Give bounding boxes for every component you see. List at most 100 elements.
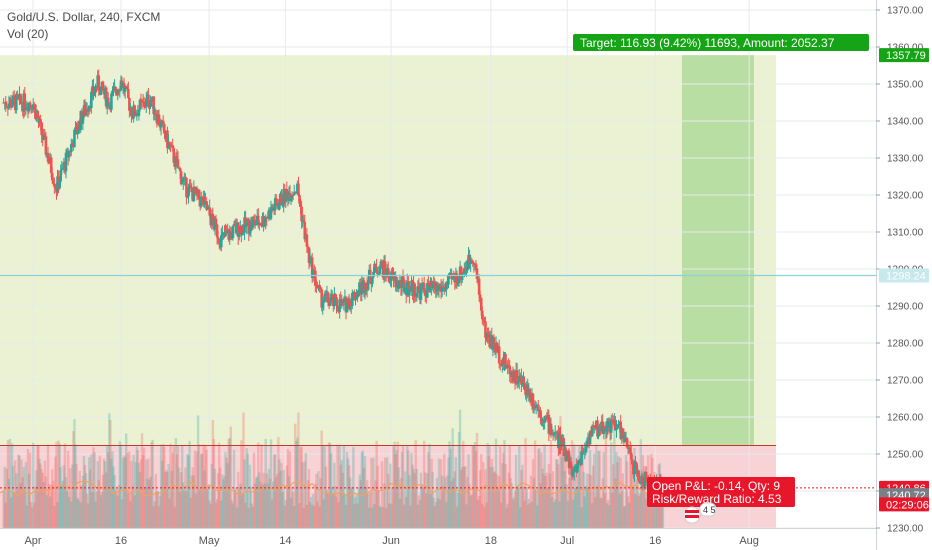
candle-body [231,225,235,239]
candle-body [220,235,223,248]
candle-body [265,217,269,219]
candle-body [264,217,267,223]
candle-body [543,416,546,423]
volume-bar [131,486,134,528]
volume-bar [566,500,570,528]
volume-bar [567,477,571,528]
symbol-title[interactable]: Gold/U.S. Dollar, 240, FXCM [7,10,161,24]
volume-bar [325,489,329,528]
candle-body [162,123,166,134]
volume-bar [349,477,352,528]
volume-bar [35,470,38,528]
volume-bar [495,474,499,528]
volume-bar [533,440,537,528]
volume-bar [178,491,182,528]
volume-bar [284,499,287,528]
candle-body [43,134,47,137]
candle-body [565,459,569,461]
volume-bar [353,503,356,528]
volume-ma-line [0,480,691,498]
volume-bar [137,463,141,528]
volume-bar [536,505,539,528]
volume-bar [468,484,471,528]
volume-bar [377,490,380,528]
volume-bar [527,498,530,528]
volume-bar [260,444,263,528]
volume-bar [511,499,515,528]
volume-bar [148,479,151,528]
candle-body [143,106,147,108]
volume-bar [627,502,631,528]
candle-body [310,257,314,278]
volume-bar [609,442,613,528]
volume-bar [437,458,441,528]
y-tick-label: 1350.00 [887,80,924,91]
volume-bar [72,431,75,528]
candle-body [111,90,114,94]
candle-body [54,186,57,188]
candle-body [86,111,90,113]
volume-bar [187,455,190,528]
volume-bar [507,472,510,528]
volume-bar [286,449,290,528]
candle-body [94,86,97,93]
volume-bar [559,416,562,528]
volume-bar [542,473,545,528]
volume-bar [544,476,547,528]
volume-bar [632,488,635,528]
candle-body [216,237,220,240]
candle-body [609,419,613,433]
volume-bar [188,440,191,528]
volume-bar [645,493,649,528]
candle-body [536,404,540,412]
candle-body [215,224,219,238]
candle-body [540,417,543,421]
price-tag-timer [879,497,929,512]
candle-body [577,461,580,465]
volume-bar [339,464,342,528]
candle-body [569,461,573,469]
candle-body [598,427,601,430]
volume-bar [151,439,154,528]
candle-body [97,75,101,91]
volume-bar [226,463,229,528]
volume-bar [97,480,100,528]
volume-bar [281,492,284,528]
price-tag-label: 1357.79 [886,50,926,62]
volume-bar [117,485,121,528]
volume-bar [164,472,167,528]
candle-body [336,305,339,310]
candle-body [312,269,316,271]
candle-body [40,122,43,136]
candle-body [328,301,332,307]
candle-body [305,234,309,247]
volume-bar [318,506,321,528]
candle-body [430,280,433,288]
volume-bar [265,473,268,528]
volume-bar [198,489,202,528]
candle-body [433,281,437,289]
volume-bar [7,478,11,528]
volume-bar [574,488,577,528]
volume-indicator-label[interactable]: Vol (20) [7,27,49,41]
volume-bar [414,440,417,528]
volume-bar [464,466,467,528]
candle-body [380,261,384,267]
volume-bar [422,440,426,528]
volume-bar [17,454,20,528]
volume-bar [497,476,501,528]
candle-body [205,200,208,210]
candle-body [297,183,300,196]
volume-bar [67,497,71,528]
candle-body [366,280,370,290]
candle-body [329,297,333,302]
candle-body [251,219,255,228]
volume-bar [33,502,36,528]
volume-bar [5,468,9,528]
volume-bar [115,488,118,528]
candle-body [629,452,633,460]
volume-bar [547,464,551,528]
candle-body [471,260,475,264]
candle-body [144,98,148,107]
